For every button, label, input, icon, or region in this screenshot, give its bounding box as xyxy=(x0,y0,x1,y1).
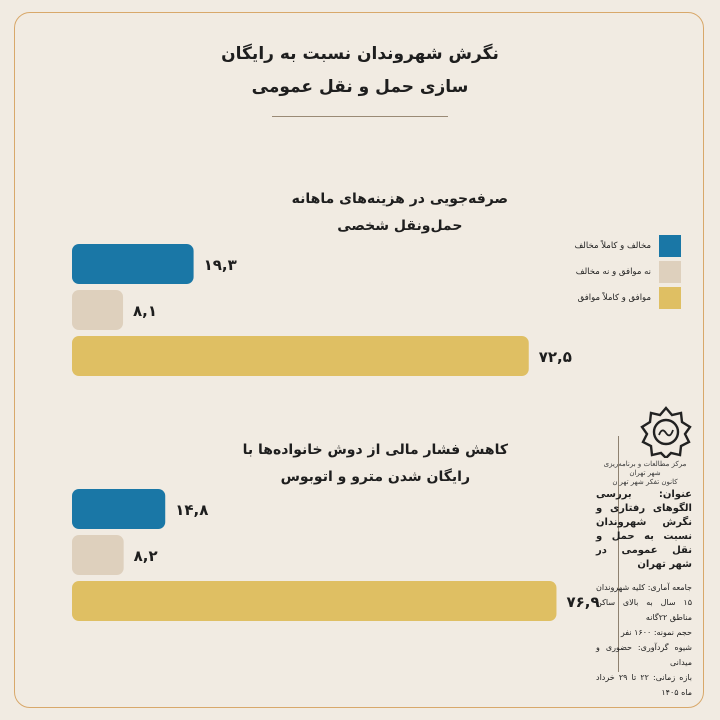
bar-chart1-agree xyxy=(72,336,529,376)
value-label-chart1-disagree: ۱۹,۳ xyxy=(204,256,237,274)
value-label-chart2-agree: ۷۶,۹ xyxy=(566,593,599,611)
value-label-chart2-neutral: ۸,۲ xyxy=(134,547,158,565)
bar-chart1-neutral xyxy=(72,290,124,330)
legend: مخالف و کاملاً مخالف نه موافق و نه مخالف… xyxy=(521,235,681,313)
study-meta: جامعه آماری: کلیه شهروندان ۱۵ سال به بال… xyxy=(596,580,692,700)
bar-chart2-disagree xyxy=(72,489,166,529)
legend-swatch-neutral xyxy=(659,261,681,283)
section-2-title-line-2: رایگان شدن مترو و اتوبوس xyxy=(280,469,471,485)
source-info: عنوان: بررسی الگوهای رفتاری و نگرش شهرون… xyxy=(596,488,692,700)
legend-label-neutral: نه موافق و نه مخالف xyxy=(575,267,651,277)
legend-label-disagree: مخالف و کاملاً مخالف xyxy=(574,241,651,251)
legend-item-neutral: نه موافق و نه مخالف xyxy=(521,261,681,283)
study-population: جامعه آماری: کلیه شهروندان ۱۵ سال به بال… xyxy=(596,583,692,622)
tehran-logo-icon xyxy=(640,406,692,458)
value-label-chart1-agree: ۷۲,۵ xyxy=(539,348,572,366)
org-name-line-2: کانون تفکر شهر تهران xyxy=(612,478,678,486)
legend-swatch-agree xyxy=(659,287,681,309)
section-2-title: کاهش فشار مالی از دوش خانواده‌ها با رایگ… xyxy=(243,437,508,491)
bar-chart2-neutral xyxy=(72,535,124,575)
study-sample-size: حجم نمونه: ۱۶۰۰ نفر xyxy=(620,628,692,637)
value-label-chart1-neutral: ۸,۱ xyxy=(133,302,157,320)
legend-swatch-disagree xyxy=(659,235,681,257)
legend-label-agree: موافق و کاملاً موافق xyxy=(577,293,651,303)
bar-chart2-agree xyxy=(72,581,557,621)
title-underline xyxy=(272,116,448,117)
chart-title: نگرش شهروندان نسبت به رایگان سازی حمل و … xyxy=(0,38,720,104)
section-1-title-line-2: حمل‌و‌نقل شخصی xyxy=(337,218,463,234)
org-name-line-1: مرکز مطالعات و برنامه‌ریزی شهر تهران xyxy=(603,460,687,477)
chart-title-line-2: سازی حمل و نقل عمومی xyxy=(251,77,469,97)
legend-item-agree: موافق و کاملاً موافق xyxy=(521,287,681,309)
study-title: عنوان: بررسی الگوهای رفتاری و نگرش شهرون… xyxy=(596,489,692,570)
bar-chart1-disagree xyxy=(72,244,194,284)
section-1-title-line-1: صرفه‌جویی در هزینه‌های ماهانه xyxy=(291,191,508,207)
legend-item-disagree: مخالف و کاملاً مخالف xyxy=(521,235,681,257)
chart-title-line-1: نگرش شهروندان نسبت به رایگان xyxy=(221,44,499,64)
page-frame xyxy=(14,12,704,708)
org-name: مرکز مطالعات و برنامه‌ریزی شهر تهران کان… xyxy=(600,460,690,487)
section-2-title-line-1: کاهش فشار مالی از دوش خانواده‌ها با xyxy=(242,442,508,458)
side-divider xyxy=(618,436,619,672)
study-period: بازه زمانی: ۲۲ تا ۲۹ خرداد ماه ۱۴۰۵ xyxy=(596,673,693,697)
value-label-chart2-disagree: ۱۴,۸ xyxy=(175,501,208,519)
section-1-title: صرفه‌جویی در هزینه‌های ماهانه حمل‌و‌نقل … xyxy=(292,186,508,240)
study-method: شیوه گردآوری: حضوری و میدانی xyxy=(596,643,692,667)
